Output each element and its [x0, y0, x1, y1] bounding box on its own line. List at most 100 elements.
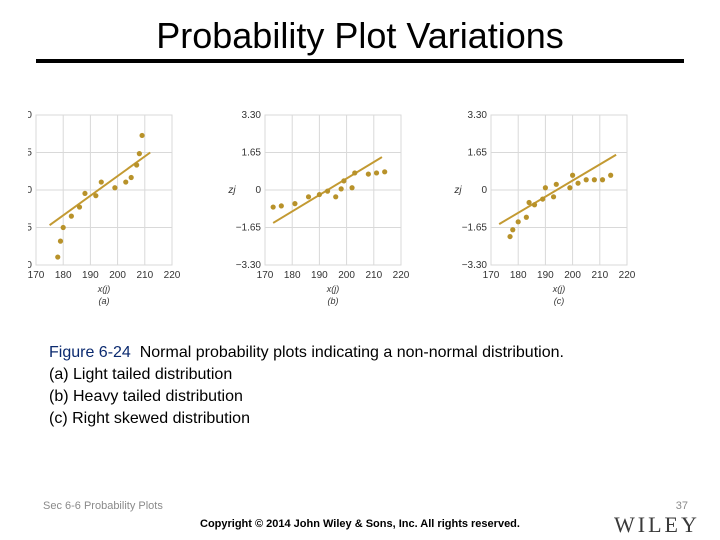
data-point — [270, 204, 276, 210]
caption-description: Normal probability plots indicating a no… — [139, 344, 564, 361]
data-point — [112, 185, 118, 191]
data-point — [507, 233, 513, 240]
data-point — [550, 194, 557, 200]
fit-line — [498, 153, 617, 225]
x-tick-label: 200 — [564, 270, 581, 281]
x-tick-label: 170 — [483, 270, 500, 281]
y-tick-label: −1.65 — [28, 223, 32, 234]
x-tick-label: 200 — [109, 270, 126, 281]
y-axis-label: zj — [453, 185, 462, 196]
data-point — [540, 196, 546, 202]
data-point — [591, 177, 597, 183]
title-underline — [36, 59, 684, 63]
data-point — [373, 170, 380, 176]
data-point — [123, 179, 129, 185]
panel-label: (a) — [99, 296, 110, 306]
data-point — [134, 162, 140, 168]
x-axis-label: x(j) — [97, 284, 111, 294]
x-tick-label: 180 — [55, 270, 72, 281]
x-tick-label: 200 — [338, 270, 355, 281]
y-tick-label: −1.65 — [462, 223, 488, 234]
y-tick-label: −3.30 — [462, 260, 488, 271]
data-point — [575, 180, 581, 186]
figure-caption: Figure 6-24 Normal probability plots ind… — [49, 342, 689, 430]
x-axis-label: x(j) — [326, 284, 340, 294]
y-tick-label: −1.65 — [236, 223, 262, 234]
x-tick-label: 220 — [393, 270, 410, 281]
data-point — [57, 238, 64, 244]
data-point — [55, 254, 61, 260]
y-tick-label: 0 — [255, 185, 261, 196]
y-tick-label: 1.65 — [28, 148, 32, 159]
data-point — [98, 179, 104, 185]
data-point — [526, 199, 532, 206]
data-point — [515, 219, 521, 225]
x-tick-label: 220 — [619, 270, 636, 281]
data-point — [278, 203, 284, 209]
y-tick-label: 1.65 — [242, 148, 262, 159]
y-tick-label: −3.30 — [236, 260, 262, 271]
data-point — [553, 181, 559, 187]
data-point — [352, 170, 358, 176]
wiley-logo: WILEY — [614, 512, 700, 537]
slide-title: Probability Plot Variations — [156, 15, 564, 56]
data-point — [583, 177, 589, 183]
caption-line-1: Figure 6-24 Normal probability plots ind… — [49, 342, 689, 364]
data-point — [570, 172, 576, 178]
data-point — [333, 194, 339, 200]
data-point — [82, 190, 88, 197]
data-point — [510, 227, 516, 233]
x-tick-label: 190 — [537, 270, 554, 281]
x-tick-label: 180 — [284, 270, 301, 281]
data-point — [292, 201, 298, 207]
caption-item-a: (a) Light tailed distribution — [49, 366, 233, 383]
data-point — [136, 151, 142, 157]
data-point — [542, 185, 549, 191]
data-point — [93, 193, 99, 199]
footer-section: Sec 6-6 Probability Plots — [43, 500, 163, 512]
data-point — [76, 204, 83, 210]
x-tick-label: 170 — [257, 270, 274, 281]
x-axis-label: x(j) — [552, 284, 566, 294]
x-tick-label: 210 — [136, 270, 153, 281]
data-point — [349, 185, 355, 191]
data-point — [608, 172, 614, 178]
caption-item-b: (b) Heavy tailed distribution — [49, 388, 243, 405]
y-tick-label: −3.30 — [28, 260, 32, 271]
data-point — [338, 186, 344, 192]
data-point — [316, 191, 322, 198]
data-point — [567, 185, 573, 191]
page-number: 37 — [675, 500, 688, 512]
panel-label: (b) — [328, 296, 339, 306]
data-point — [128, 174, 134, 181]
fit-line — [49, 151, 151, 227]
data-point — [365, 171, 371, 177]
data-point — [139, 132, 145, 139]
data-point — [60, 224, 66, 231]
data-point — [305, 194, 312, 200]
data-point — [531, 202, 538, 208]
figure-reference: Figure 6-24 — [49, 344, 131, 361]
data-point — [382, 169, 388, 175]
y-tick-label: 0 — [28, 185, 32, 196]
panel-label: (c) — [554, 296, 565, 306]
x-tick-label: 190 — [82, 270, 99, 281]
probability-plots: 3.301.650−1.65−3.30170180190200210220zjx… — [28, 110, 636, 306]
y-tick-label: 1.65 — [468, 148, 488, 159]
caption-item-c: (c) Right skewed distribution — [49, 410, 250, 427]
y-tick-label: 3.30 — [468, 110, 488, 121]
x-tick-label: 170 — [28, 270, 45, 281]
x-tick-label: 210 — [591, 270, 608, 281]
data-point — [341, 178, 347, 184]
y-tick-label: 3.30 — [28, 110, 32, 121]
x-tick-label: 180 — [510, 270, 527, 281]
data-point — [68, 213, 74, 219]
y-tick-label: 3.30 — [242, 110, 262, 121]
y-tick-label: 0 — [481, 185, 487, 196]
x-tick-label: 210 — [365, 270, 382, 281]
plot-panel-1: 3.301.650−1.65−3.30170180190200210220zjx… — [28, 110, 181, 306]
data-point — [324, 188, 331, 194]
x-tick-label: 220 — [164, 270, 181, 281]
